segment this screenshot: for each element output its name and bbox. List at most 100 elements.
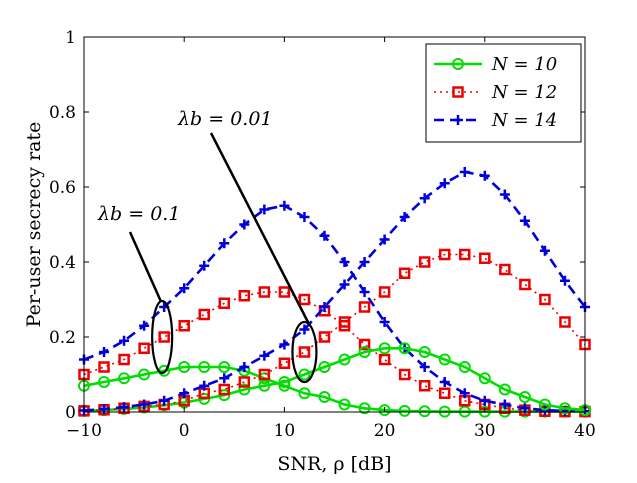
data-point [199,260,210,271]
annotation-label-lb001: λb = 0.01 [177,108,273,130]
data-point [99,347,110,357]
data-point [199,380,210,391]
data-point [218,383,231,396]
data-point [559,316,571,328]
data-point [179,388,190,399]
data-point [499,189,510,200]
legend-label: N = 10 [491,54,557,75]
data-point [379,317,390,327]
annotation-line-lb01 [128,231,163,303]
x-tick-label: 40 [574,421,596,441]
data-point [319,302,330,312]
data-point [358,301,371,313]
data-point [398,342,411,355]
series-lb001-plus [79,167,590,416]
data-point [259,350,270,361]
legend-entry: N = 10 [434,54,557,75]
data-point [139,320,150,331]
legend-entry: N = 14 [434,110,557,131]
data-point [379,234,390,245]
data-point [238,383,251,396]
data-point [519,215,530,226]
data-point [418,405,431,418]
data-point [459,167,470,177]
y-tick-label: 0.8 [49,103,76,123]
x-axis-title: SNR, ρ [dB] [277,453,391,475]
data-point [398,267,411,279]
data-point [318,391,331,403]
data-point [238,376,251,388]
data-point [278,376,291,388]
data-point [499,263,511,276]
annotation-ellipse-lb001 [291,320,318,384]
data-point [458,361,471,373]
data-point [158,331,170,343]
data-point [339,257,350,267]
data-point [159,395,170,406]
x-tick-label: 10 [274,421,296,441]
data-point [279,339,290,350]
data-point [299,212,310,222]
legend-entry: N = 12 [434,82,557,103]
data-point [178,320,190,332]
data-point [258,379,271,392]
data-point [358,338,371,351]
x-tick-label: 0 [179,421,190,441]
y-tick-label: 0.4 [49,253,76,273]
data-point [218,361,231,373]
data-point [219,238,230,249]
annotation-ellipse-lb01 [151,299,174,375]
data-point [298,368,311,381]
data-point [539,293,551,306]
annotation-label-lb01: λb = 0.1 [97,203,180,225]
data-point [278,286,291,298]
data-point [378,286,391,298]
data-point [118,372,131,385]
data-point [452,86,464,98]
data-point [118,353,130,366]
data-point [418,256,431,268]
y-tick-label: 0.6 [49,178,76,198]
data-point [339,279,350,290]
y-tick-label: 0.2 [49,328,76,348]
data-point [119,335,130,346]
data-point [258,368,271,381]
data-point [139,399,150,410]
data-point [459,388,470,399]
data-point [318,361,331,373]
legend: N = 10 N = 12 N = 14 [425,43,582,143]
annotation-line-lb001 [209,132,310,324]
data-point [419,193,430,204]
data-point [359,287,370,297]
data-point [219,373,230,384]
data-point [459,248,471,261]
data-point [479,252,491,264]
data-point [179,283,190,294]
data-point [239,219,250,230]
data-point [259,204,270,215]
data-point [479,395,490,406]
series-layer [78,167,591,418]
x-tick-label: 30 [474,421,496,441]
data-point [298,346,311,358]
data-point [239,362,250,372]
data-point [419,362,430,372]
data-point [198,361,211,373]
data-point [119,402,130,413]
series-line [83,204,586,413]
data-point [519,278,531,291]
data-point [399,212,410,222]
data-point [238,290,251,302]
data-point [378,342,391,355]
data-point [438,387,451,399]
annotations: λb = 0.1 λb = 0.01 [97,108,318,384]
data-point [558,402,571,415]
y-axis-title: Per-user secrecy rate [23,122,45,328]
data-point [299,324,310,335]
data-point [338,316,351,328]
x-tick-label: −10 [66,421,102,441]
data-point [279,200,290,211]
data-point [452,58,464,70]
